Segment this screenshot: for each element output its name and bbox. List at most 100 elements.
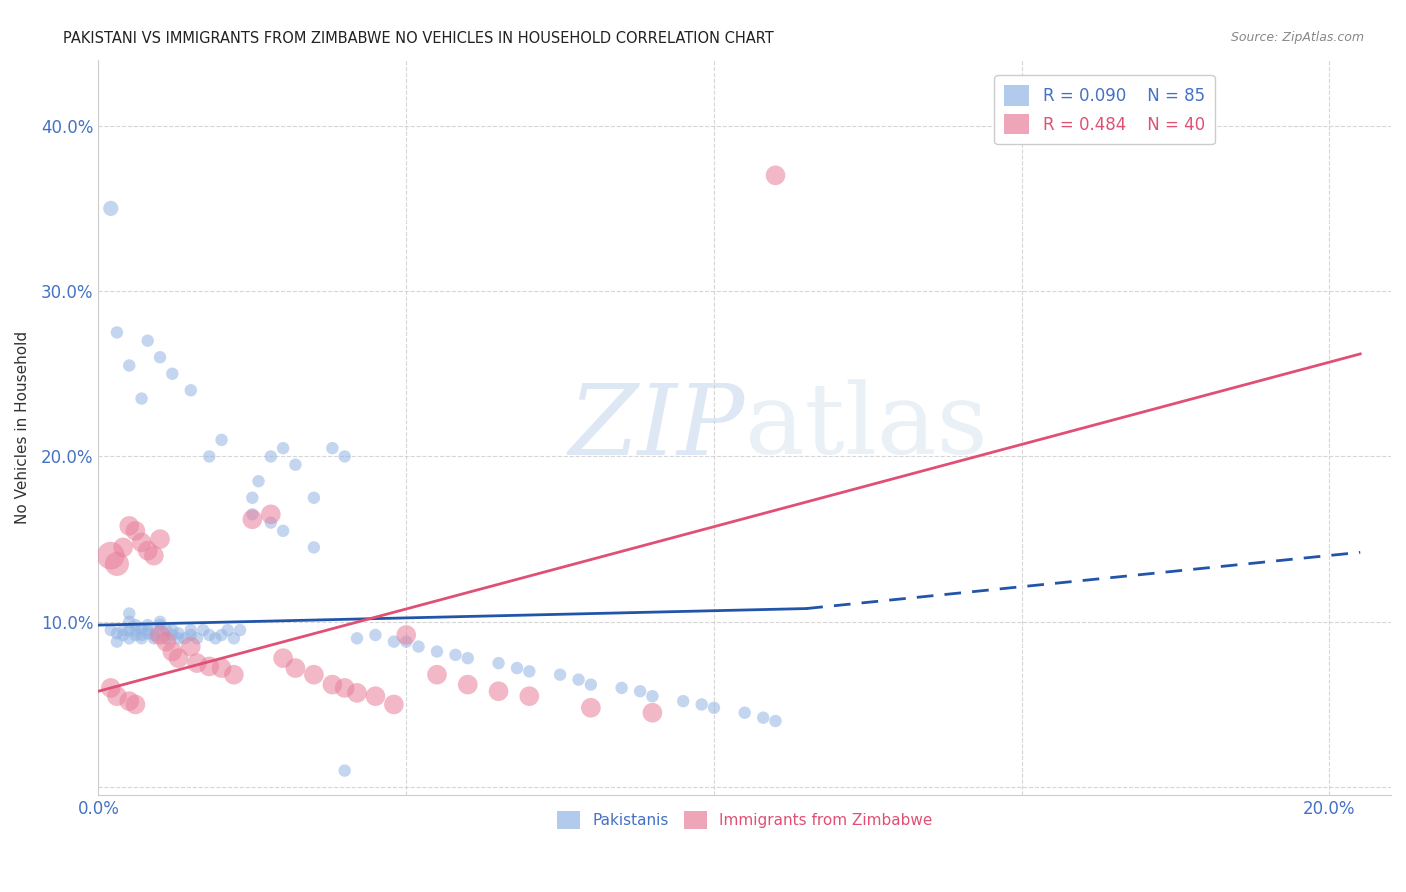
Point	[395, 634, 418, 648]
Point	[333, 764, 356, 778]
Point	[118, 623, 141, 637]
Point	[105, 689, 128, 703]
Point	[284, 458, 307, 472]
Point	[112, 623, 135, 637]
Point	[240, 508, 263, 522]
Point	[271, 441, 294, 455]
Point	[211, 661, 233, 675]
Point	[260, 516, 283, 530]
Point	[198, 659, 221, 673]
Point	[118, 607, 141, 621]
Point	[382, 634, 405, 648]
Point	[167, 632, 190, 646]
Point	[240, 491, 263, 505]
Point	[364, 628, 387, 642]
Point	[211, 433, 233, 447]
Point	[628, 684, 651, 698]
Point	[112, 628, 135, 642]
Point	[690, 698, 713, 712]
Point	[100, 623, 122, 637]
Point	[333, 450, 356, 464]
Point	[118, 615, 141, 629]
Point	[579, 700, 602, 714]
Point	[180, 628, 202, 642]
Point	[346, 632, 368, 646]
Point	[124, 623, 146, 637]
Point	[136, 543, 159, 558]
Point	[567, 673, 589, 687]
Point	[321, 678, 343, 692]
Point	[395, 628, 418, 642]
Point	[180, 384, 202, 398]
Point	[100, 202, 122, 216]
Point	[703, 700, 725, 714]
Point	[124, 628, 146, 642]
Point	[149, 532, 172, 546]
Point	[118, 359, 141, 373]
Point	[211, 628, 233, 642]
Point	[149, 618, 172, 632]
Point	[162, 628, 184, 642]
Point	[302, 541, 325, 555]
Point	[155, 623, 177, 637]
Point	[408, 640, 430, 654]
Point	[198, 628, 221, 642]
Point	[444, 648, 467, 662]
Point	[204, 632, 226, 646]
Point	[112, 541, 135, 555]
Point	[136, 618, 159, 632]
Point	[124, 618, 146, 632]
Point	[131, 632, 153, 646]
Point	[173, 632, 195, 646]
Text: atlas: atlas	[745, 380, 987, 475]
Point	[271, 524, 294, 538]
Point	[105, 326, 128, 340]
Point	[105, 634, 128, 648]
Point	[752, 711, 775, 725]
Point	[180, 623, 202, 637]
Y-axis label: No Vehicles in Household: No Vehicles in Household	[15, 331, 30, 524]
Point	[149, 615, 172, 629]
Point	[217, 623, 239, 637]
Point	[180, 640, 202, 654]
Point	[641, 689, 664, 703]
Point	[131, 392, 153, 406]
Point	[118, 519, 141, 533]
Point	[162, 623, 184, 637]
Point	[457, 678, 479, 692]
Point	[131, 628, 153, 642]
Point	[765, 714, 787, 728]
Point	[260, 508, 283, 522]
Point	[124, 524, 146, 538]
Point	[734, 706, 756, 720]
Point	[284, 661, 307, 675]
Point	[302, 491, 325, 505]
Point	[610, 681, 633, 695]
Point	[149, 628, 172, 642]
Point	[100, 549, 122, 563]
Point	[364, 689, 387, 703]
Point	[162, 367, 184, 381]
Point	[167, 626, 190, 640]
Point	[149, 350, 172, 364]
Point	[548, 667, 571, 681]
Point	[142, 632, 165, 646]
Point	[136, 626, 159, 640]
Point	[517, 689, 540, 703]
Point	[142, 549, 165, 563]
Point	[333, 681, 356, 695]
Point	[240, 512, 263, 526]
Point	[155, 634, 177, 648]
Point	[517, 665, 540, 679]
Point	[426, 644, 449, 658]
Legend: Pakistanis, Immigrants from Zimbabwe: Pakistanis, Immigrants from Zimbabwe	[551, 805, 938, 836]
Point	[271, 651, 294, 665]
Point	[260, 450, 283, 464]
Point	[186, 632, 208, 646]
Point	[672, 694, 695, 708]
Point	[426, 667, 449, 681]
Text: ZIP: ZIP	[568, 380, 745, 475]
Point	[488, 656, 510, 670]
Point	[641, 706, 664, 720]
Point	[382, 698, 405, 712]
